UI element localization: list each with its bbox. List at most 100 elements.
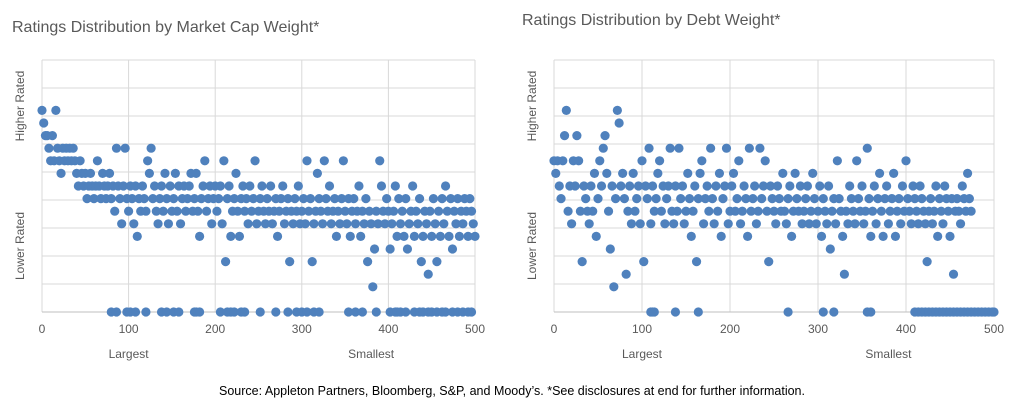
data-point [207, 219, 217, 229]
data-point [127, 194, 137, 204]
data-point [153, 219, 163, 229]
data-point [706, 143, 716, 153]
data-point [598, 143, 608, 153]
data-point [224, 181, 234, 191]
data-point [397, 206, 407, 216]
scatter-chart-debt-weight: 0 100 200 300 400 500 Largest Smallest Higher Ra… [525, 59, 1004, 361]
data-point [734, 156, 744, 166]
data-point [440, 307, 451, 317]
y-label-lower-rated: Lower Rated [13, 212, 27, 280]
data-point [885, 206, 895, 216]
data-point [574, 156, 584, 166]
data-point [672, 206, 682, 216]
data-point [267, 219, 277, 229]
data-point [656, 206, 666, 216]
x-tick-label: 500 [465, 322, 485, 336]
data-point [637, 156, 647, 166]
data-point [653, 168, 663, 178]
data-point [570, 181, 580, 191]
data-point [357, 307, 368, 317]
scatter-chart-market-cap: 0 100 200 300 400 500 Largest Smallest Higher Ra… [13, 59, 485, 361]
data-point [683, 168, 693, 178]
data-point [764, 257, 774, 267]
data-point [876, 206, 886, 216]
source-note: Source: Appleton Partners, Bloomberg, S&… [219, 384, 805, 398]
data-point [421, 219, 432, 229]
data-point [875, 168, 885, 178]
data-point [458, 219, 468, 229]
data-point [700, 194, 710, 204]
data-point [175, 219, 186, 229]
data-point [688, 206, 698, 216]
data-point [245, 181, 255, 191]
data-point [779, 206, 790, 216]
data-point [297, 206, 307, 216]
data-point [314, 307, 324, 317]
data-point [602, 168, 612, 178]
data-point [363, 257, 373, 267]
data-point [732, 194, 742, 204]
data-point [588, 206, 598, 216]
data-point [165, 181, 175, 191]
data-point [911, 206, 922, 216]
data-point [350, 307, 361, 317]
data-point [170, 168, 180, 178]
y-label-higher-rated: Higher Rated [525, 71, 539, 142]
data-point [575, 206, 585, 216]
data-point [231, 168, 241, 178]
data-point [966, 206, 976, 216]
data-point [831, 219, 841, 229]
data-point [730, 206, 740, 216]
data-point [623, 206, 633, 216]
data-point [182, 194, 193, 204]
data-point [434, 206, 444, 216]
data-point [845, 181, 855, 191]
data-point [130, 181, 141, 191]
data-point [931, 181, 941, 191]
data-point [797, 219, 807, 229]
data-point [903, 194, 913, 204]
data-point [220, 257, 231, 267]
data-point [866, 307, 876, 317]
data-point [454, 231, 465, 241]
data-point [241, 194, 251, 204]
data-point [846, 194, 857, 204]
data-point [558, 156, 568, 166]
data-point [373, 219, 383, 229]
data-point [639, 257, 649, 267]
x-label-smallest: Smallest [865, 347, 912, 361]
data-point [470, 231, 480, 241]
data-point [815, 181, 825, 191]
data-point [741, 194, 751, 204]
x-tick-label: 100 [632, 322, 652, 336]
data-point [163, 219, 174, 229]
data-point [690, 181, 700, 191]
data-point [272, 231, 283, 241]
data-point [811, 219, 821, 229]
data-point [711, 181, 721, 191]
data-point [447, 244, 458, 254]
data-point [635, 219, 645, 229]
data-point [193, 206, 203, 216]
data-point [621, 269, 631, 279]
data-point [695, 168, 705, 178]
data-point [799, 206, 809, 216]
data-point [864, 194, 874, 204]
data-point [605, 244, 615, 254]
data-point [933, 231, 943, 241]
data-point [160, 168, 170, 178]
data-point [271, 307, 281, 317]
data-point [713, 206, 723, 216]
data-point [330, 194, 340, 204]
data-point [117, 219, 127, 229]
data-point [644, 143, 654, 153]
data-point [333, 206, 343, 216]
data-point [324, 181, 335, 191]
y-label-lower-rated: Lower Rated [525, 212, 539, 280]
data-point [771, 219, 781, 229]
data-point [423, 269, 433, 279]
data-point [82, 194, 92, 204]
data-point [305, 194, 316, 204]
data-point [940, 181, 950, 191]
data-point [572, 131, 582, 141]
